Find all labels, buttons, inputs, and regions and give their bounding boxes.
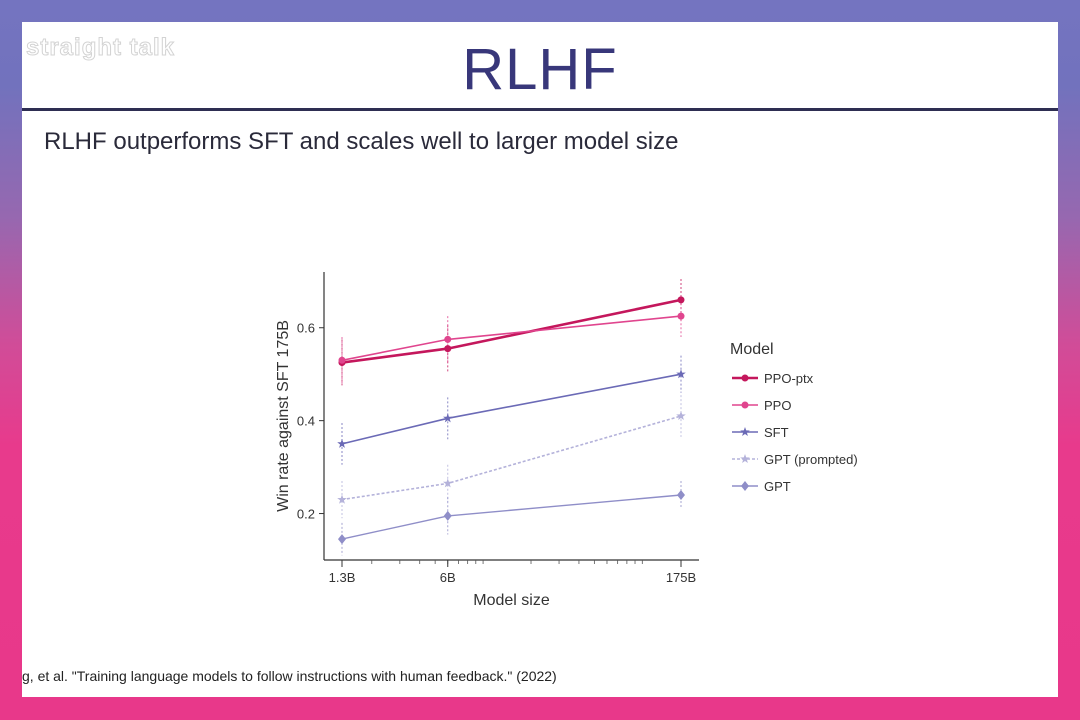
data-point [443, 478, 453, 488]
y-tick-label: 0.6 [297, 321, 315, 336]
x-axis-label: Model size [473, 592, 550, 609]
series-markers [337, 296, 686, 545]
title-divider [22, 108, 1058, 111]
data-point [676, 369, 686, 379]
legend-label: SFT [764, 425, 789, 440]
data-point [677, 296, 685, 304]
citation: g, et al. "Training language models to f… [22, 668, 557, 684]
data-point [443, 413, 453, 423]
data-point [741, 374, 749, 382]
y-ticks: 0.2 0.4 0.6 [297, 321, 324, 522]
series-line [341, 373, 682, 445]
data-point [741, 481, 749, 491]
x-ticks: 1.3B 6B 175B [329, 560, 696, 585]
data-point [444, 345, 452, 353]
data-point [337, 438, 347, 448]
legend-label: PPO [764, 398, 791, 413]
series-lines [341, 298, 682, 540]
slide-subtitle: RLHF outperforms SFT and scales well to … [44, 128, 679, 155]
series-line [341, 415, 682, 501]
data-point [740, 427, 750, 436]
chart-legend: Model PPO-ptx PPO SFT GPT (prompted) GPT [730, 341, 858, 494]
legend-label: GPT (prompted) [764, 452, 858, 467]
series-line [341, 298, 682, 364]
data-point [337, 494, 347, 504]
legend-title: Model [730, 341, 774, 358]
data-point [676, 411, 686, 420]
data-point [338, 534, 346, 545]
legend-label: GPT [764, 479, 791, 494]
x-minor-ticks [371, 560, 643, 564]
data-point [677, 312, 685, 320]
x-tick-label: 1.3B [329, 570, 356, 585]
legend-label: PPO-ptx [764, 371, 814, 386]
legend-item: SFT [732, 425, 789, 440]
data-point [443, 510, 452, 521]
y-tick-label: 0.4 [297, 414, 315, 429]
chart-axes [323, 272, 699, 561]
win-rate-chart: 0.2 0.4 0.6 1.3B 6B 175B Model size Win rate… [275, 272, 858, 609]
watermark-logo: straight talk [26, 34, 176, 62]
data-point [444, 335, 452, 343]
slide: straight talk RLHF RLHF outperforms SFT … [22, 22, 1058, 697]
legend-item: PPO-ptx [732, 371, 814, 386]
data-point [740, 454, 750, 463]
x-tick-label: 6B [440, 570, 456, 585]
legend-item: GPT (prompted) [732, 452, 858, 467]
y-tick-label: 0.2 [297, 507, 315, 522]
data-point [677, 489, 685, 500]
slide-title: RLHF [462, 37, 618, 102]
data-point [741, 401, 749, 409]
y-axis-label: Win rate against SFT 175B [275, 320, 292, 512]
legend-item: GPT [732, 479, 791, 494]
series-line [341, 494, 682, 540]
x-tick-label: 175B [666, 570, 696, 585]
data-point [338, 356, 346, 364]
series-line [341, 315, 682, 362]
legend-item: PPO [732, 398, 791, 413]
